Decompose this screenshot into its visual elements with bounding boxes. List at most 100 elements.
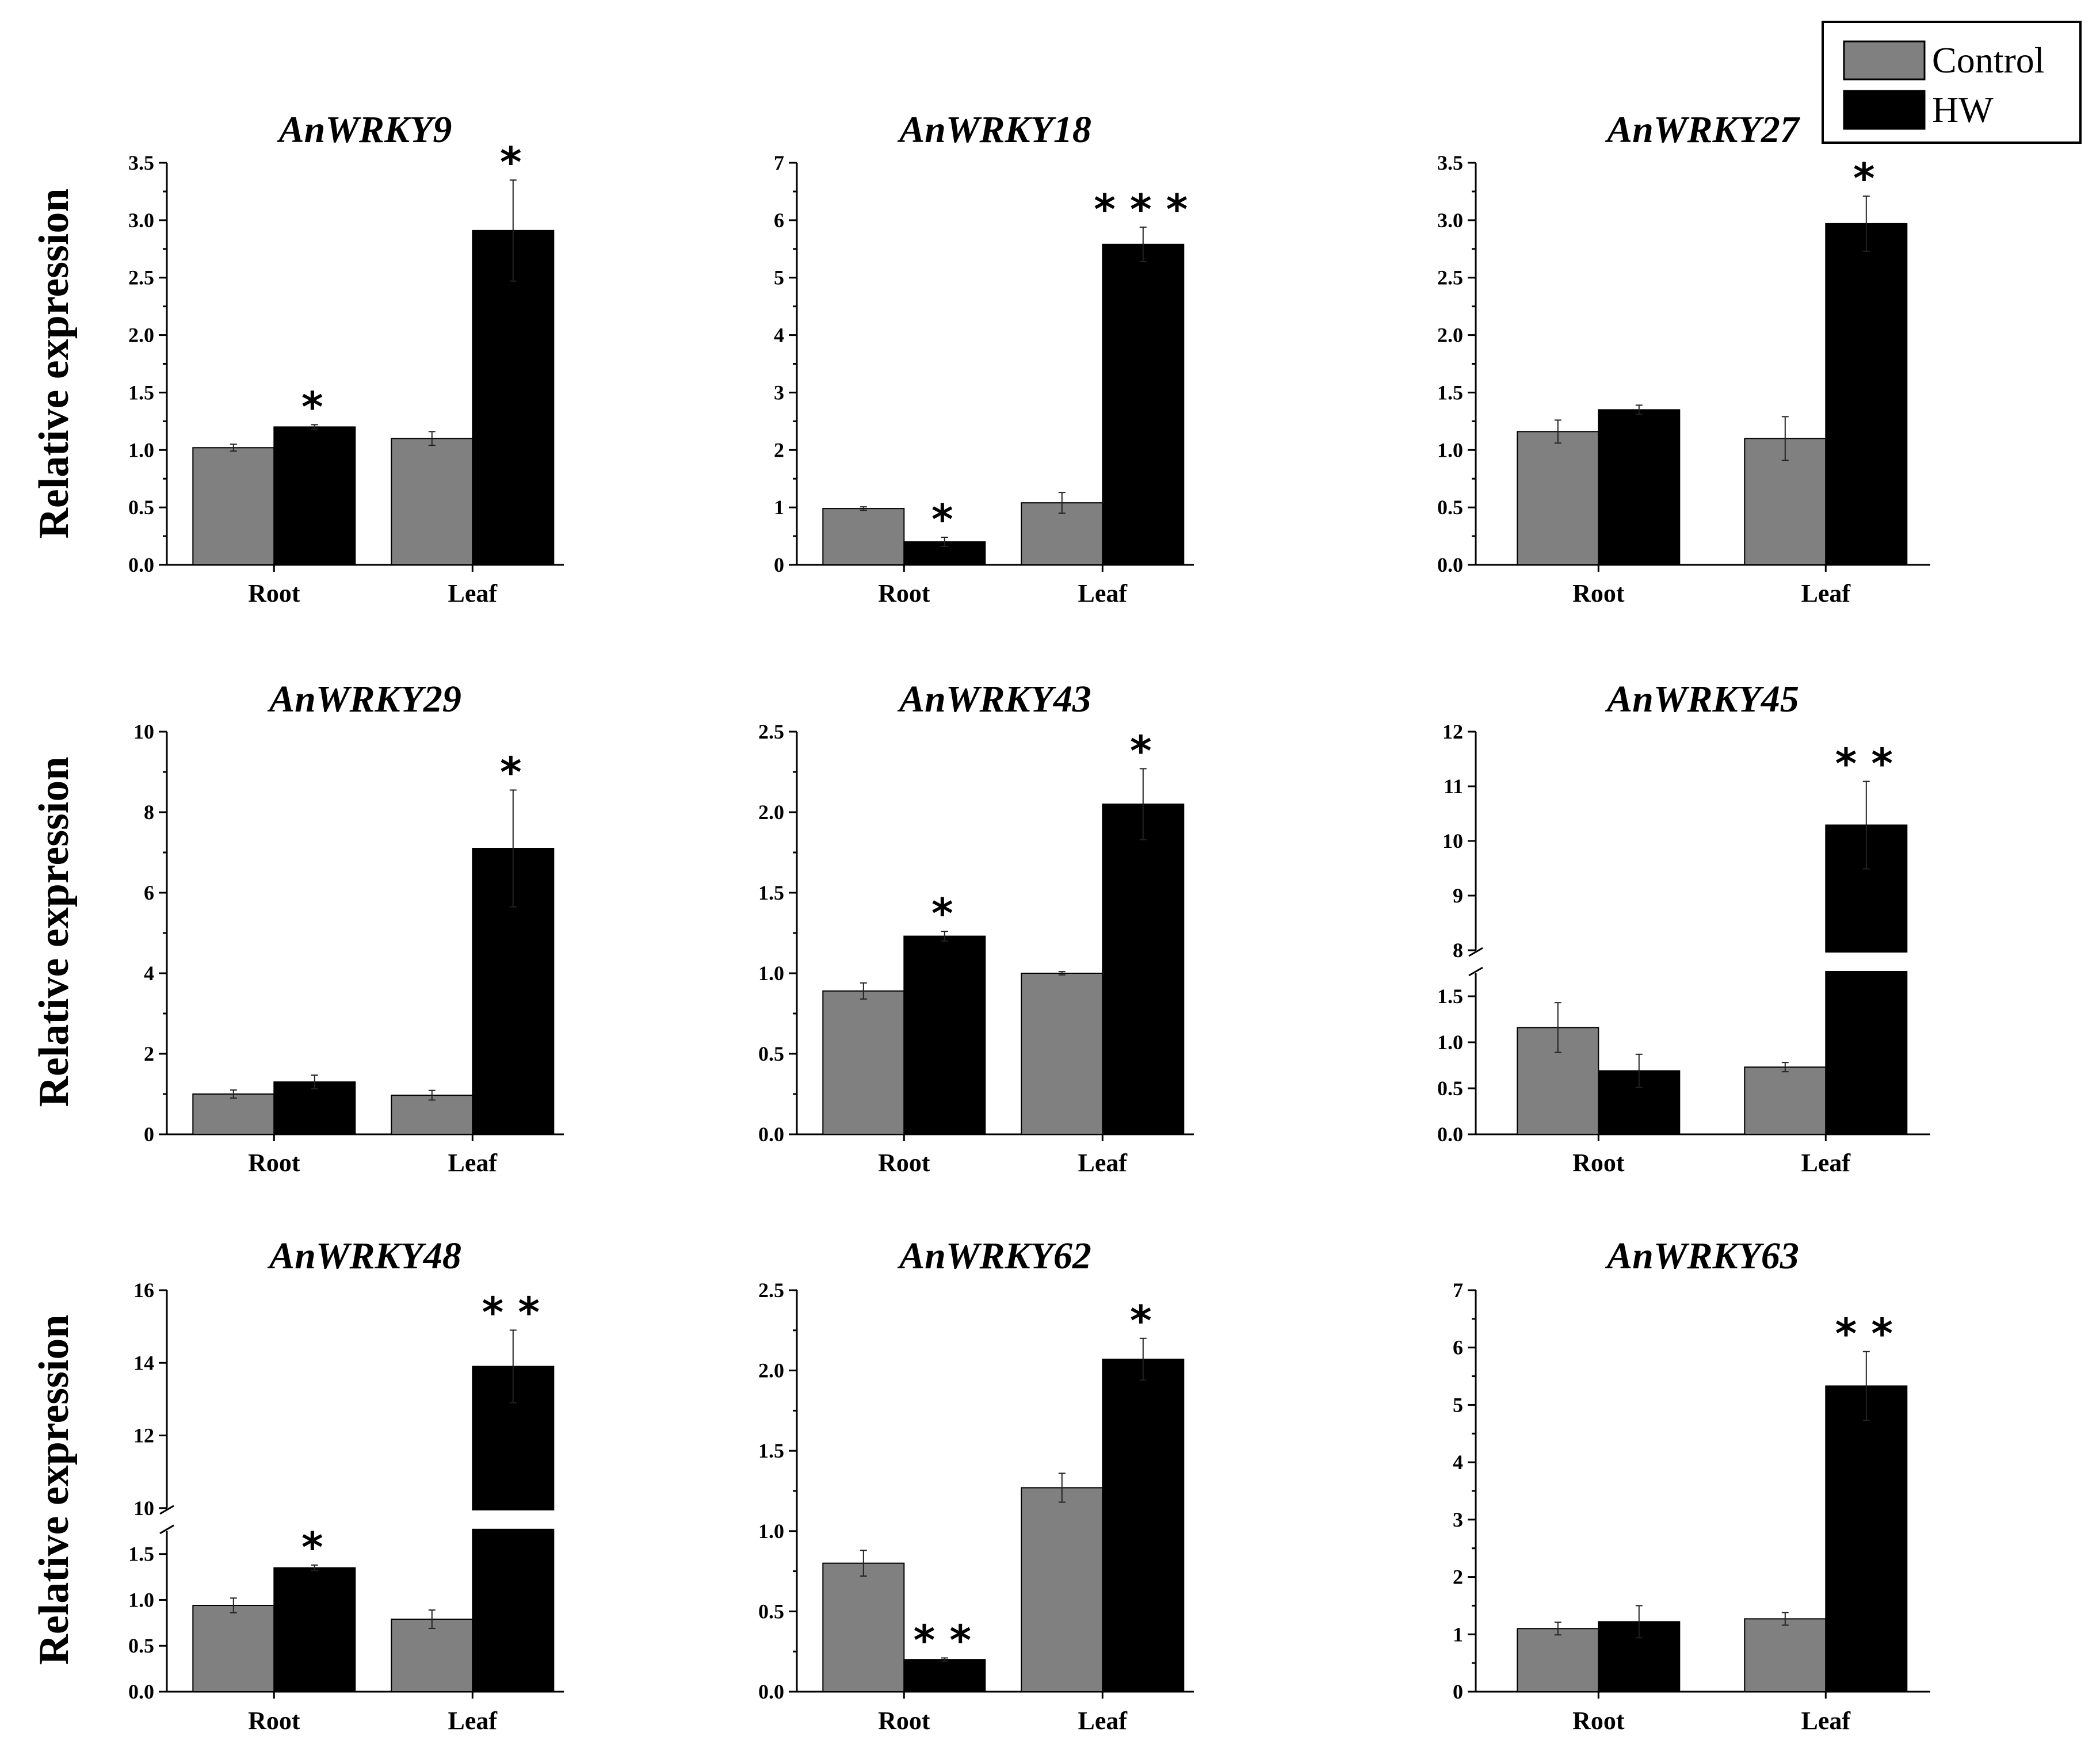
chart-panel-anwrky48: AnWRKY48 0.0 0.5 1.0 1.5 10 12 14 16 Root * Leaf * * (128, 1235, 564, 1735)
y-axis-title: Relative expression (30, 1314, 78, 1665)
y-tick-label: 2.0 (758, 1359, 784, 1382)
y-tick-label: 2.5 (128, 266, 154, 289)
y-tick-label: 0.5 (758, 1042, 784, 1065)
chart-panel-anwrky27: AnWRKY27 0.0 0.5 1.0 1.5 2.0 2.5 3.0 3.5 Root Leaf… (1437, 109, 1930, 607)
y-tick-label: 1.5 (758, 881, 784, 904)
significance-marker: * (931, 495, 953, 544)
y-tick-label: 0.5 (128, 1634, 154, 1657)
y-tick-label: 0.0 (1437, 553, 1463, 576)
y-tick-label: 0.5 (758, 1600, 784, 1623)
bar-control-leaf (1021, 1487, 1104, 1693)
legend-swatch-hw (1843, 90, 1926, 130)
y-tick-label: 1 (1453, 1623, 1463, 1646)
chart-title: AnWRKY48 (267, 1235, 461, 1277)
x-tick-label: Root (1572, 1149, 1625, 1177)
chart-title: AnWRKY9 (277, 109, 452, 151)
y-tick-label: 6 (144, 881, 154, 904)
significance-marker: * (301, 1523, 323, 1571)
y-tick-label: 5 (1453, 1393, 1463, 1416)
y-tick-label: 0.5 (128, 496, 154, 519)
y-tick-label: 14 (133, 1351, 154, 1374)
bar-control-leaf (391, 438, 474, 565)
chart-title: AnWRKY62 (897, 1235, 1091, 1277)
chart-title: AnWRKY18 (897, 109, 1091, 151)
bar-hw-leaf (1102, 1359, 1185, 1692)
y-tick-label: 4 (144, 962, 154, 985)
y-tick-label: 3.0 (1437, 209, 1463, 232)
bar-hw-root (273, 1081, 356, 1135)
chart-panel-anwrky62: AnWRKY62 0.0 0.5 1.0 1.5 2.0 2.5 Root * * Leaf * (758, 1235, 1194, 1735)
y-tick-label: 1.0 (128, 438, 154, 461)
x-tick-label: Leaf (1801, 579, 1851, 607)
y-tick-label: 12 (1442, 720, 1463, 743)
x-tick-label: Leaf (1801, 1149, 1851, 1177)
chart-panel-anwrky63: AnWRKY63 0 1 2 3 4 5 6 7 Root Leaf * * (1453, 1235, 1930, 1735)
axis-break-mark (159, 1505, 174, 1515)
y-tick-label: 0 (1453, 1680, 1463, 1703)
x-tick-label: Leaf (448, 1707, 498, 1735)
bar-hw-root (1598, 409, 1681, 566)
bar-hw-root (273, 426, 356, 565)
bar-hw-leaf (472, 230, 555, 565)
bar-control-leaf (391, 1095, 474, 1135)
significance-marker: * (301, 383, 323, 431)
bar-control-root (822, 508, 905, 566)
x-tick-label: Leaf (1078, 1707, 1128, 1735)
y-tick-label: 4 (1453, 1451, 1463, 1474)
y-tick-label: 8 (144, 801, 154, 824)
y-tick-label: 2.5 (1437, 266, 1463, 289)
bar-hw-leaf (1102, 243, 1185, 566)
bar-control-root (1517, 431, 1599, 565)
bar-control-leaf (1021, 973, 1104, 1135)
y-tick-label: 3.5 (128, 151, 154, 174)
y-tick-label: 1.0 (758, 1520, 784, 1543)
y-tick-label: 1.5 (128, 1543, 154, 1566)
chart-title: AnWRKY27 (1605, 109, 1801, 151)
y-tick-label: 4 (774, 324, 784, 347)
chart-title: AnWRKY45 (1605, 678, 1799, 720)
y-tick-label: 12 (133, 1424, 154, 1447)
bar-hw-root (903, 935, 986, 1135)
chart-panel-anwrky45: AnWRKY45 0.0 0.5 1.0 1.5 8 9 10 11 12 Root Leaf * * (1437, 678, 1930, 1177)
legend: Control HW (1822, 21, 2082, 144)
y-tick-label: 7 (774, 151, 784, 174)
y-axis-title: Relative expression (30, 756, 78, 1107)
y-tick-label: 2.0 (758, 801, 784, 824)
bar-hw-leaf (1825, 824, 1908, 1135)
significance-marker: * (1853, 154, 1875, 202)
y-tick-label: 2 (774, 438, 784, 461)
bar-control-leaf (1744, 1066, 1827, 1135)
significance-marker: * (500, 138, 522, 186)
bar-control-root (192, 1605, 275, 1693)
significance-marker: * * (482, 1288, 540, 1336)
legend-label-control: Control (1932, 40, 2045, 81)
y-tick-label: 1.0 (1437, 1031, 1463, 1054)
bar-hw-leaf (1825, 1385, 1908, 1693)
y-tick-label: 0 (774, 553, 784, 576)
legend-swatch-control (1843, 40, 1926, 81)
y-tick-label: 1.5 (128, 381, 154, 404)
y-tick-label: 1.5 (1437, 985, 1463, 1008)
x-tick-label: Root (248, 1707, 300, 1735)
chart-panel-anwrky9: AnWRKY9 0.0 0.5 1.0 1.5 2.0 2.5 3.0 3.5 Root * Leaf… (128, 109, 564, 607)
chart-title: AnWRKY43 (897, 678, 1091, 720)
y-tick-label: 3 (774, 381, 784, 404)
x-tick-label: Leaf (1078, 1149, 1128, 1177)
y-tick-label: 2 (144, 1042, 154, 1065)
x-tick-label: Root (878, 579, 930, 607)
y-tick-label: 2.5 (758, 1279, 784, 1302)
y-tick-label: 10 (133, 1497, 154, 1520)
y-tick-label: 0.5 (1437, 496, 1463, 519)
chart-panel-anwrky43: AnWRKY43 0.0 0.5 1.0 1.5 2.0 2.5 Root * Leaf * (758, 678, 1194, 1177)
bar-hw-root (903, 1659, 986, 1692)
significance-marker: * (1130, 1297, 1152, 1345)
y-tick-label: 16 (133, 1279, 154, 1302)
x-tick-label: Root (1572, 579, 1625, 607)
x-tick-label: Root (878, 1707, 930, 1735)
chart-title: AnWRKY29 (267, 678, 461, 720)
bar-hw-leaf (472, 1366, 555, 1693)
bar-break-gap (471, 1510, 555, 1529)
y-tick-label: 2.5 (758, 720, 784, 743)
axis-break-mark (1468, 966, 1483, 977)
y-tick-label: 5 (774, 266, 784, 289)
